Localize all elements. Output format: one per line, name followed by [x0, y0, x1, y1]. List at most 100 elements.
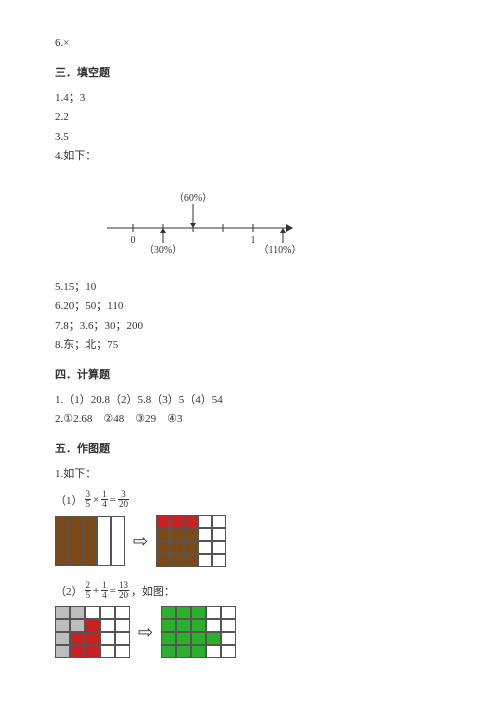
grid-cell	[83, 516, 97, 566]
grid-cell	[176, 632, 191, 645]
section-4-title: 四．计算题	[55, 366, 445, 382]
s3-item2-3: 8.东；北；75	[55, 337, 445, 354]
grid-cell	[115, 645, 130, 658]
grid-cell	[212, 515, 226, 528]
part1-grid-b	[156, 515, 226, 567]
grid-cell	[206, 619, 221, 632]
grid-cell	[191, 632, 206, 645]
grid-cell	[170, 554, 184, 567]
grid-cell	[85, 606, 100, 619]
grid-cell	[170, 541, 184, 554]
grid-cell	[161, 645, 176, 658]
grid-cell	[85, 645, 100, 658]
grid-cell	[115, 632, 130, 645]
grid-cell	[176, 645, 191, 658]
grid-cell	[156, 554, 170, 567]
section-5-lead: 1.如下：	[55, 466, 445, 483]
s3-item-3: 4.如下：	[55, 148, 445, 165]
grid-cell	[198, 528, 212, 541]
grid-cell	[191, 619, 206, 632]
part1-equation: （1） 35 × 14 = 320	[55, 490, 445, 509]
frac-1-4b: 14	[101, 581, 108, 600]
grid-cell	[156, 541, 170, 554]
grid-cell	[221, 619, 236, 632]
grid-cell	[55, 606, 70, 619]
grid-cell	[184, 554, 198, 567]
part2-prefix: （2）	[55, 583, 83, 599]
section-3-title: 三．填空题	[55, 64, 445, 80]
grid-cell	[176, 619, 191, 632]
part2-equation: （2） 25 + 14 = 1320 ，如图：	[55, 581, 445, 600]
grid-cell	[70, 606, 85, 619]
section-5-title: 五．作图题	[55, 440, 445, 456]
svg-text:0: 0	[131, 235, 136, 246]
part1-grid-a	[55, 516, 125, 566]
frac-2-5: 25	[85, 581, 92, 600]
s3-item2-2: 7.8；3.6；30；200	[55, 318, 445, 335]
part2-figures: ⇨	[55, 606, 445, 658]
part1-prefix: （1）	[55, 492, 83, 508]
grid-cell	[161, 632, 176, 645]
part1-figures: ⇨	[55, 515, 445, 567]
part2-suffix: ，如图：	[131, 583, 175, 599]
grid-cell	[85, 632, 100, 645]
svg-text:1: 1	[251, 235, 256, 246]
grid-cell	[184, 528, 198, 541]
frac-1-4: 14	[101, 490, 108, 509]
grid-cell	[161, 606, 176, 619]
grid-cell	[170, 528, 184, 541]
grid-cell	[100, 632, 115, 645]
grid-cell	[184, 541, 198, 554]
grid-cell	[191, 645, 206, 658]
s3-item2-1: 6.20；50；110	[55, 298, 445, 315]
grid-cell	[221, 645, 236, 658]
grid-cell	[206, 606, 221, 619]
grid-cell	[212, 541, 226, 554]
grid-cell	[85, 619, 100, 632]
grid-cell	[198, 541, 212, 554]
grid-cell	[212, 554, 226, 567]
s3-item-0: 1.4；3	[55, 90, 445, 107]
frac-13-20: 1320	[118, 581, 129, 600]
part2-grid-b	[161, 606, 236, 658]
numberline-figure: 0 1 （60%） （30%） （110%）	[95, 183, 445, 261]
svg-text:（60%）: （60%）	[174, 192, 212, 204]
grid-cell	[221, 632, 236, 645]
s3-item-2: 3.5	[55, 129, 445, 146]
s4-item-0: 1.（1）20.8（2）5.8（3）5（4）54	[55, 392, 445, 409]
grid-cell	[161, 619, 176, 632]
s3-item2-0: 5.15；10	[55, 279, 445, 296]
grid-cell	[70, 619, 85, 632]
grid-cell	[55, 516, 69, 566]
op-plus: +	[93, 585, 99, 597]
grid-cell	[198, 515, 212, 528]
grid-cell	[111, 516, 125, 566]
grid-cell	[69, 516, 83, 566]
s3-item-1: 2.2	[55, 109, 445, 126]
grid-cell	[55, 645, 70, 658]
answer-6: 6.×	[55, 35, 445, 52]
grid-cell	[176, 606, 191, 619]
svg-text:（30%）: （30%）	[144, 244, 182, 256]
s4-item-1: 2.①2.68 ②48 ③29 ④3	[55, 411, 445, 428]
grid-cell	[191, 606, 206, 619]
eq-sign-2: =	[110, 585, 116, 597]
grid-cell	[156, 528, 170, 541]
grid-cell	[55, 632, 70, 645]
svg-text:（110%）: （110%）	[259, 244, 302, 256]
part2-grid-a	[55, 606, 130, 658]
grid-cell	[170, 515, 184, 528]
grid-cell	[221, 606, 236, 619]
grid-cell	[100, 645, 115, 658]
grid-cell	[212, 528, 226, 541]
op-times: ×	[93, 494, 99, 506]
grid-cell	[156, 515, 170, 528]
eq-sign: =	[110, 494, 116, 506]
grid-cell	[70, 645, 85, 658]
frac-3-20: 320	[118, 490, 129, 509]
grid-cell	[184, 515, 198, 528]
grid-cell	[100, 606, 115, 619]
grid-cell	[206, 632, 221, 645]
grid-cell	[97, 516, 111, 566]
frac-3-5: 35	[85, 490, 92, 509]
